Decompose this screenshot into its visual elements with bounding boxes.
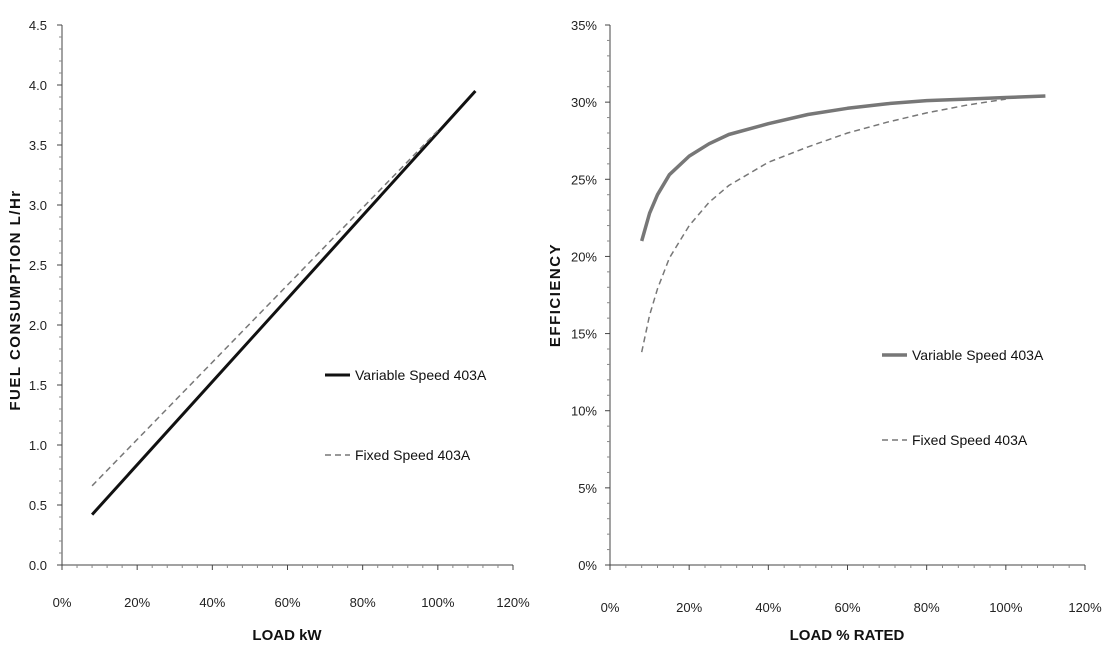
legend-label: Variable Speed 403A — [912, 347, 1044, 363]
y-axis-title: FUEL CONSUMPTION L/Hr — [7, 189, 24, 410]
x-tick-label: 40% — [199, 595, 225, 610]
series-line-variable-speed — [640, 94, 1046, 242]
y-tick-label: 5% — [578, 481, 597, 496]
x-tick-label: 40% — [755, 600, 781, 615]
legend-label: Variable Speed 403A — [355, 367, 487, 383]
x-tick-label: 0% — [601, 600, 620, 615]
y-tick-label: 4.0 — [29, 78, 47, 93]
x-tick-label: 120% — [1068, 600, 1102, 615]
y-tick-label: 15% — [571, 327, 597, 342]
x-axis-title: LOAD kW — [252, 627, 322, 644]
y-tick-label: 3.0 — [29, 198, 47, 213]
x-tick-label: 100% — [421, 595, 455, 610]
fuel-consumption-chart: 0.0 0.5 1.0 1.5 2.0 2.5 3.0 3.5 4.0 4.5 0% 20% 40% 60… — [7, 18, 530, 644]
series-line-variable-speed — [90, 89, 477, 516]
y-tick-label: 1.5 — [29, 378, 47, 393]
legend-label: Fixed Speed 403A — [355, 447, 471, 463]
legend-label: Fixed Speed 403A — [912, 432, 1028, 448]
x-tick-label: 120% — [496, 595, 530, 610]
x-tick-label: 0% — [53, 595, 72, 610]
y-tick-label: 30% — [571, 95, 597, 110]
y-tick-label: 0.0 — [29, 558, 47, 573]
y-tick-label: 25% — [571, 172, 597, 187]
y-tick-label: 1.0 — [29, 438, 47, 453]
y-tick-label: 2.5 — [29, 258, 47, 273]
efficiency-chart: 0% 5% 10% 15% 20% 25% 30% 35% 0% 20% 40% 60% 80% 100%… — [547, 18, 1102, 644]
x-tick-label: 60% — [274, 595, 300, 610]
y-tick-label: 35% — [571, 18, 597, 33]
x-tick-label: 80% — [914, 600, 940, 615]
series-line-fixed-speed — [640, 98, 1006, 353]
y-tick-label: 2.0 — [29, 318, 47, 333]
x-tick-label: 100% — [989, 600, 1023, 615]
y-tick-label: 0.5 — [29, 498, 47, 513]
y-tick-label: 0% — [578, 558, 597, 573]
y-tick-label: 3.5 — [29, 138, 47, 153]
y-axis-title: EFFICIENCY — [547, 243, 564, 347]
x-axis-title: LOAD % RATED — [790, 627, 905, 644]
x-tick-label: 20% — [676, 600, 702, 615]
x-tick-label: 80% — [350, 595, 376, 610]
y-tick-label: 4.5 — [29, 18, 47, 33]
y-tick-label: 10% — [571, 404, 597, 419]
y-tick-label: 20% — [571, 249, 597, 264]
series-line-fixed-speed — [91, 130, 439, 487]
x-tick-label: 60% — [834, 600, 860, 615]
x-tick-label: 20% — [124, 595, 150, 610]
